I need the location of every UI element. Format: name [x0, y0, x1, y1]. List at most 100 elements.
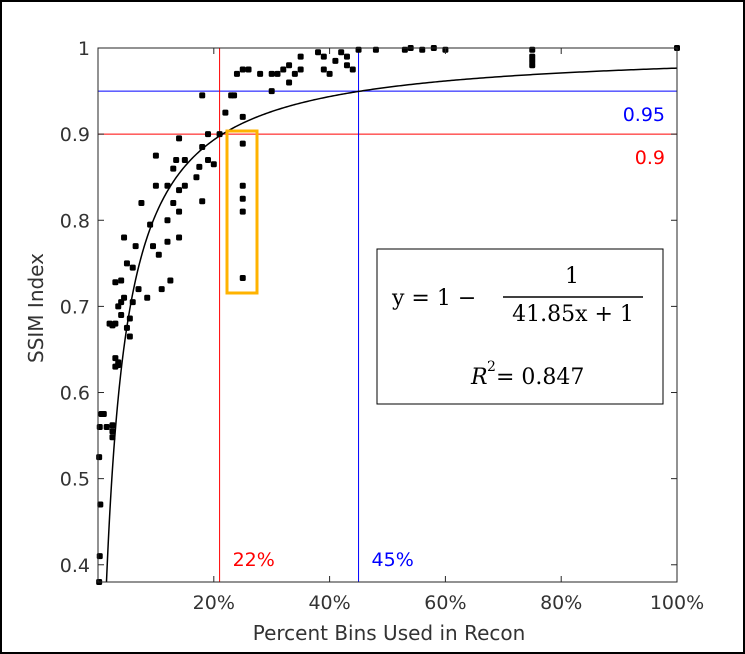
ref-label-h-1: 0.9 — [635, 147, 665, 169]
data-point — [123, 260, 130, 267]
x-axis-title: Percent Bins Used in Recon — [253, 621, 526, 645]
data-point — [158, 286, 165, 293]
data-point — [176, 234, 183, 241]
data-point — [239, 182, 246, 189]
data-point — [164, 238, 171, 245]
data-point — [109, 428, 116, 435]
ref-label-v-2: 22% — [233, 549, 275, 571]
data-point — [529, 62, 536, 69]
data-point — [181, 182, 188, 189]
y-tick-label: 0.4 — [60, 555, 90, 577]
data-point — [239, 66, 246, 73]
data-point — [196, 163, 203, 170]
data-point — [173, 156, 180, 163]
highlight-box — [225, 129, 259, 295]
data-point — [231, 92, 238, 99]
data-point — [152, 152, 159, 159]
data-point — [132, 243, 139, 250]
r-squared-exponent: 2 — [487, 359, 496, 375]
data-point — [291, 70, 298, 77]
data-point — [349, 66, 356, 73]
data-point — [112, 320, 119, 327]
data-point — [96, 454, 103, 461]
x-tick-label: 80% — [540, 592, 582, 614]
data-point — [199, 92, 206, 99]
data-point — [286, 79, 293, 86]
data-point — [170, 200, 177, 207]
fit-curve-layer — [105, 67, 678, 583]
data-point — [274, 70, 281, 77]
data-point — [343, 53, 350, 60]
data-point — [181, 156, 188, 163]
data-point — [135, 286, 142, 293]
y-tick-label: 0.8 — [60, 210, 90, 232]
data-point — [170, 165, 177, 172]
data-point — [103, 423, 110, 430]
equation-numerator: 1 — [565, 264, 579, 289]
data-point — [112, 279, 119, 286]
y-tick-label: 0.6 — [60, 383, 90, 405]
data-point — [233, 70, 240, 77]
data-point — [320, 66, 327, 73]
data-point — [100, 411, 107, 418]
data-point — [280, 66, 287, 73]
data-point — [138, 200, 145, 207]
data-point — [320, 53, 327, 60]
data-point — [222, 109, 229, 116]
data-points — [96, 45, 680, 585]
data-point — [205, 156, 212, 163]
equation-denominator: 41.85x + 1 — [512, 302, 634, 327]
data-point — [115, 359, 122, 366]
data-point — [239, 195, 246, 202]
data-point — [118, 277, 125, 284]
data-point — [332, 57, 339, 64]
data-point — [286, 62, 293, 69]
data-point — [326, 70, 333, 77]
fit-curve — [105, 67, 678, 583]
data-point — [176, 208, 183, 215]
data-point — [239, 274, 246, 281]
r-squared-symbol: R — [470, 365, 488, 390]
data-point — [343, 62, 350, 69]
data-point — [118, 312, 125, 318]
y-tick-label: 0.5 — [60, 469, 90, 491]
data-point — [150, 243, 157, 250]
data-point — [144, 294, 151, 301]
data-point — [245, 66, 252, 73]
data-point — [97, 501, 104, 508]
equation-box: y = 1 − 1 41.85x + 1 R 2 = 0.847 — [376, 248, 664, 405]
data-point — [121, 234, 128, 241]
data-point — [176, 187, 183, 194]
ref-label-h-0: 0.95 — [623, 104, 665, 126]
x-tick-label: 40% — [308, 592, 350, 614]
data-point — [268, 88, 275, 95]
data-point — [126, 333, 133, 340]
data-point — [239, 140, 246, 147]
data-point — [239, 208, 246, 215]
axes-box — [97, 47, 678, 583]
data-point — [239, 113, 246, 120]
ref-label-v-3: 45% — [372, 549, 414, 571]
x-tick-label: 60% — [424, 592, 466, 614]
r-squared-value: = 0.847 — [496, 365, 584, 390]
data-point — [205, 131, 212, 138]
data-point — [152, 182, 159, 189]
data-point — [176, 135, 183, 142]
data-point — [121, 294, 128, 301]
data-point — [257, 70, 264, 77]
data-point — [315, 49, 322, 56]
data-point — [155, 251, 162, 258]
data-point — [338, 49, 345, 56]
y-tick-label: 0.7 — [60, 296, 90, 318]
y-tick-label: 1 — [78, 38, 90, 60]
y-tick-label: 0.9 — [60, 124, 90, 146]
data-point — [193, 174, 200, 181]
data-point — [199, 198, 206, 205]
equation-lhs: y = 1 − — [391, 286, 476, 311]
data-point — [167, 277, 174, 284]
data-point — [297, 53, 304, 60]
x-tick-label: 100% — [650, 592, 704, 614]
data-point — [210, 161, 217, 168]
data-point — [129, 264, 136, 271]
